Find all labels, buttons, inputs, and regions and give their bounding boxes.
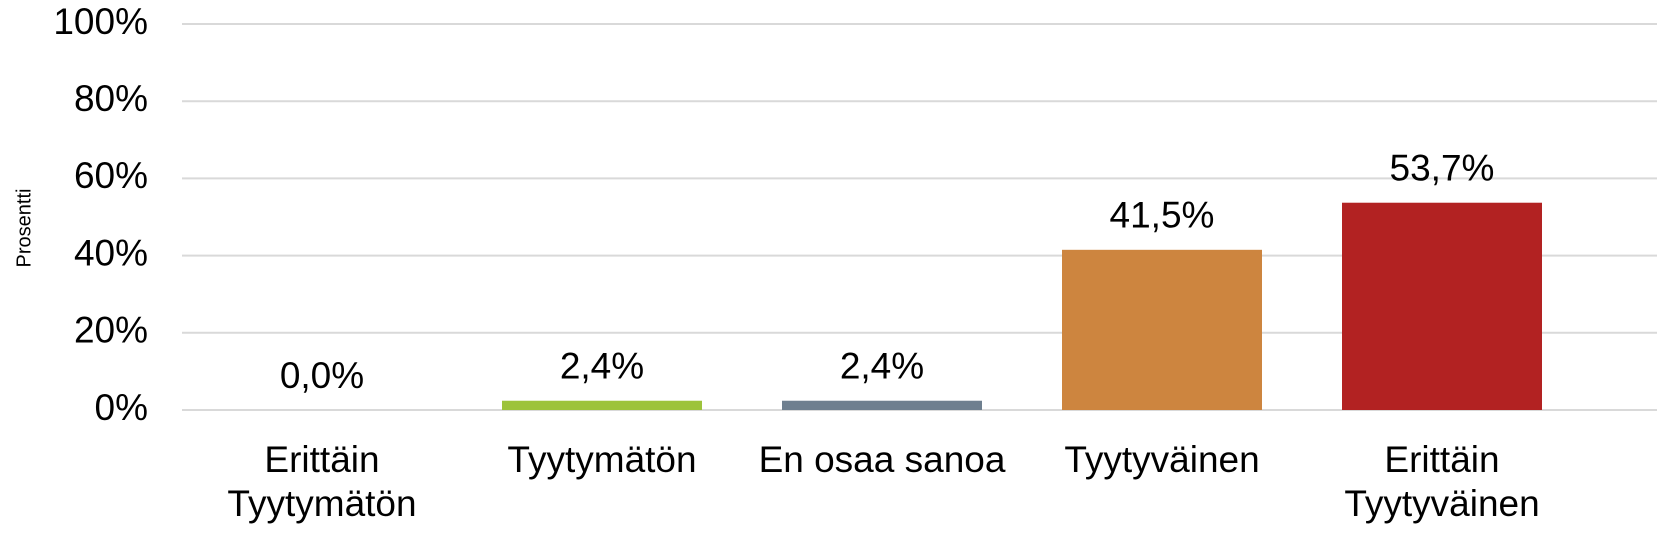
y-tick-label: 20% — [74, 310, 148, 351]
y-tick-label: 80% — [74, 78, 148, 119]
y-tick-label: 40% — [74, 232, 148, 273]
y-tick-label: 0% — [95, 387, 148, 428]
data-label: 41,5% — [1110, 195, 1215, 236]
x-tick-label: Tyytymätön — [507, 439, 697, 480]
x-tick-label: Tyytyväinen — [1064, 439, 1260, 480]
x-tick-label: En osaa sanoa — [758, 439, 1006, 480]
y-axis-label: Prosentti — [13, 189, 35, 268]
x-tick-label: Erittäin Tyytyväinen — [1344, 439, 1540, 524]
y-tick-label: 60% — [74, 155, 148, 196]
bar — [502, 400, 702, 410]
bar — [1342, 202, 1542, 410]
data-label: 53,7% — [1390, 147, 1495, 188]
bar — [1062, 249, 1262, 410]
data-label: 2,4% — [560, 346, 644, 387]
y-tick-label: 100% — [53, 1, 148, 42]
data-label: 0,0% — [280, 355, 364, 396]
bar — [782, 400, 982, 410]
data-label: 2,4% — [840, 346, 924, 387]
x-tick-label: Erittäin Tyytymätön — [227, 439, 417, 524]
